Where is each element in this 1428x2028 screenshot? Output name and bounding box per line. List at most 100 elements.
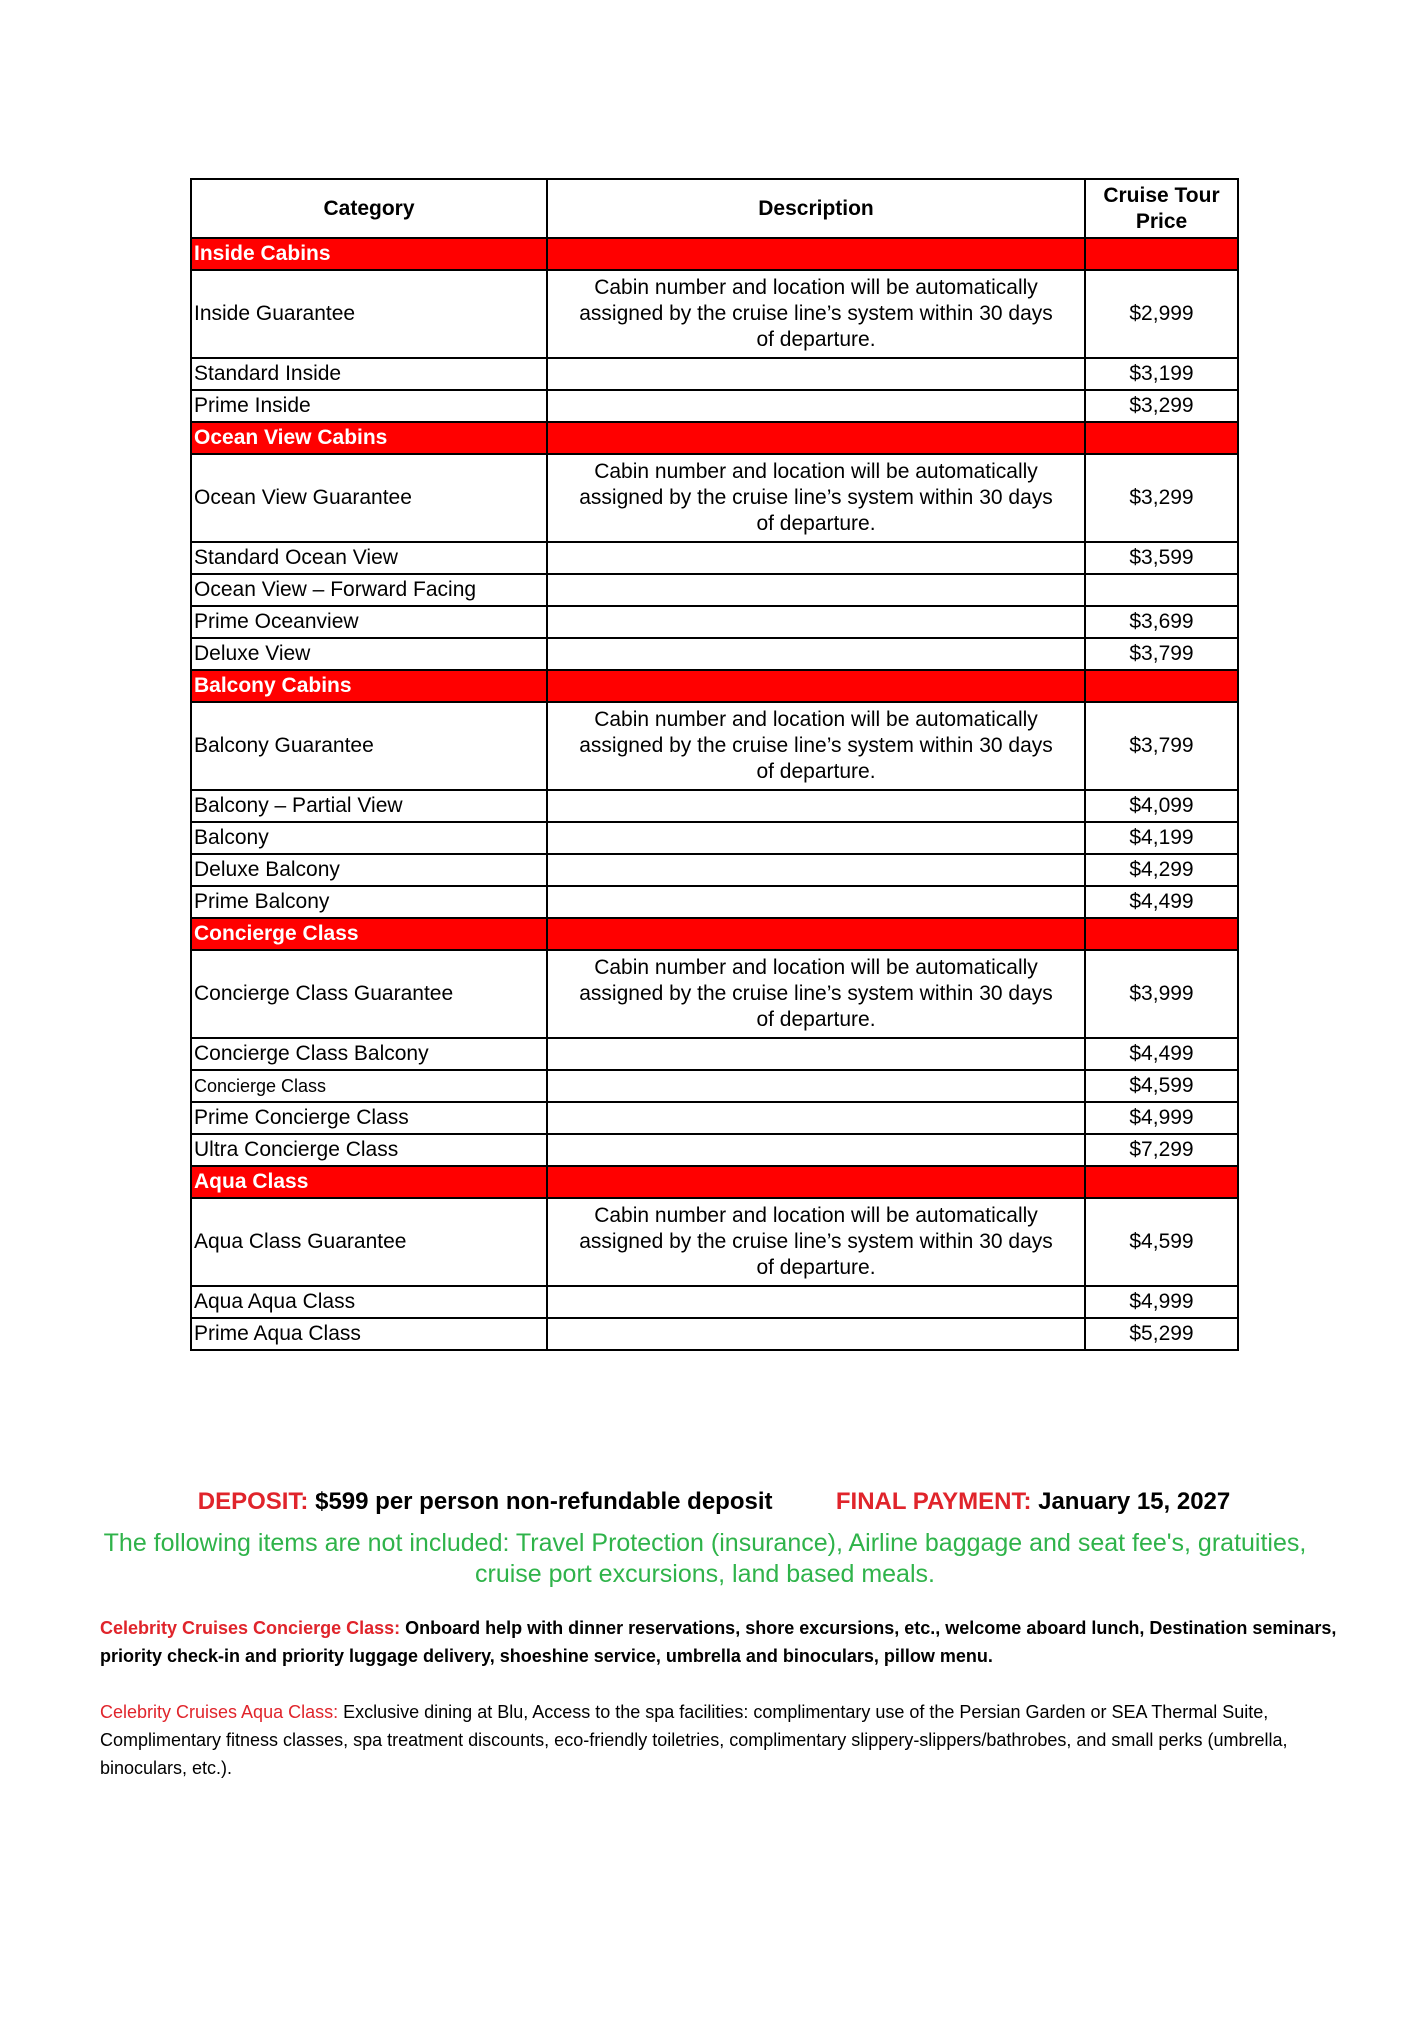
price-cell: $7,299 xyxy=(1084,1133,1239,1167)
table-row: Balcony Guarantee Cabin number and locati… xyxy=(190,701,1239,791)
price-cell: $4,599 xyxy=(1084,1197,1239,1287)
aqua-paragraph: Celebrity Cruises Aqua Class: Exclusive … xyxy=(100,1698,1340,1782)
category-cell: Balcony – Partial View xyxy=(190,789,548,823)
section-blank xyxy=(546,421,1086,455)
section-row: Ocean View Cabins xyxy=(190,421,1239,455)
concierge-text: Onboard help with dinner reservations, s… xyxy=(100,1618,1337,1666)
price-cell: $4,999 xyxy=(1084,1285,1239,1319)
price-cell: $3,799 xyxy=(1084,637,1239,671)
section-row: Aqua Class xyxy=(190,1165,1239,1199)
category-cell: Inside Guarantee xyxy=(190,269,548,359)
table-row: Prime Oceanview $3,699 xyxy=(190,605,1239,639)
header-price: Cruise Tour Price xyxy=(1084,178,1239,239)
final-payment-label: FINAL PAYMENT: xyxy=(835,1488,1032,1515)
category-cell: Prime Balcony xyxy=(190,885,548,919)
section-row: Inside Cabins xyxy=(190,237,1239,271)
table-row: Concierge Class Balcony $4,499 xyxy=(190,1037,1239,1071)
concierge-paragraph: Celebrity Cruises Concierge Class: Onboa… xyxy=(100,1614,1340,1670)
table-row: Ocean View Guarantee Cabin number and loc… xyxy=(190,453,1239,543)
table-header-row: Category Description Cruise Tour Price xyxy=(190,178,1239,239)
description-cell xyxy=(546,1285,1086,1319)
category-cell: Deluxe Balcony xyxy=(190,853,548,887)
description-cell: Cabin number and location will be automa… xyxy=(546,453,1086,543)
category-cell: Balcony xyxy=(190,821,548,855)
price-cell: $4,999 xyxy=(1084,1101,1239,1135)
category-cell: Aqua Aqua Class xyxy=(190,1285,548,1319)
price-cell: $3,299 xyxy=(1084,389,1239,423)
section-title: Ocean View Cabins xyxy=(190,421,548,455)
description-cell xyxy=(546,1069,1086,1103)
price-cell: $5,299 xyxy=(1084,1317,1239,1351)
header-description: Description xyxy=(546,178,1086,239)
table-row: Prime Balcony $4,499 xyxy=(190,885,1239,919)
description-cell xyxy=(546,853,1086,887)
price-cell: $4,599 xyxy=(1084,1069,1239,1103)
category-cell: Concierge Class Guarantee xyxy=(190,949,548,1039)
table-row: Prime Inside $3,299 xyxy=(190,389,1239,423)
description-cell xyxy=(546,885,1086,919)
category-cell: Prime Aqua Class xyxy=(190,1317,548,1351)
category-cell: Aqua Class Guarantee xyxy=(190,1197,548,1287)
price-cell xyxy=(1084,573,1239,607)
price-cell: $4,299 xyxy=(1084,853,1239,887)
category-cell: Ultra Concierge Class xyxy=(190,1133,548,1167)
description-cell xyxy=(546,573,1086,607)
category-cell: Ocean View Guarantee xyxy=(190,453,548,543)
description-cell: Cabin number and location will be automa… xyxy=(546,269,1086,359)
price-cell: $3,699 xyxy=(1084,605,1239,639)
description-cell: Cabin number and location will be automa… xyxy=(546,1197,1086,1287)
description-cell xyxy=(546,1133,1086,1167)
price-cell: $2,999 xyxy=(1084,269,1239,359)
table-row: Balcony $4,199 xyxy=(190,821,1239,855)
section-blank xyxy=(1084,917,1239,951)
category-cell: Balcony Guarantee xyxy=(190,701,548,791)
price-cell: $3,199 xyxy=(1084,357,1239,391)
description-cell xyxy=(546,1317,1086,1351)
payment-line: DEPOSIT: $599 per person non-refundable … xyxy=(0,1488,1428,1516)
description-cell xyxy=(546,357,1086,391)
deposit-text: $599 per person non-refundable deposit xyxy=(315,1488,773,1515)
price-cell: $3,599 xyxy=(1084,541,1239,575)
table-row: Prime Concierge Class $4,999 xyxy=(190,1101,1239,1135)
table-row: Aqua Class Guarantee Cabin number and loc… xyxy=(190,1197,1239,1287)
section-blank xyxy=(546,917,1086,951)
section-blank xyxy=(546,1165,1086,1199)
price-cell: $4,199 xyxy=(1084,821,1239,855)
category-cell: Standard Ocean View xyxy=(190,541,548,575)
section-blank xyxy=(1084,421,1239,455)
price-cell: $3,799 xyxy=(1084,701,1239,791)
table-row: Deluxe View $3,799 xyxy=(190,637,1239,671)
table-row: Standard Inside $3,199 xyxy=(190,357,1239,391)
price-cell: $4,499 xyxy=(1084,885,1239,919)
table-row: Inside Guarantee Cabin number and locatio… xyxy=(190,269,1239,359)
table-row: Ocean View – Forward Facing xyxy=(190,573,1239,607)
category-cell: Ocean View – Forward Facing xyxy=(190,573,548,607)
category-cell: Concierge Class Balcony xyxy=(190,1037,548,1071)
category-cell: Standard Inside xyxy=(190,357,548,391)
aqua-text: Exclusive dining at Blu, Access to the s… xyxy=(100,1702,1288,1778)
category-cell: Prime Oceanview xyxy=(190,605,548,639)
section-title: Concierge Class xyxy=(190,917,548,951)
aqua-label: Celebrity Cruises Aqua Class: xyxy=(100,1702,339,1722)
table-row: Balcony – Partial View $4,099 xyxy=(190,789,1239,823)
header-category: Category xyxy=(190,178,548,239)
description-cell: Cabin number and location will be automa… xyxy=(546,701,1086,791)
table-row: Concierge Class $4,599 xyxy=(190,1069,1239,1103)
section-blank xyxy=(1084,237,1239,271)
final-payment-text: January 15, 2027 xyxy=(1038,1488,1231,1515)
table-row: Deluxe Balcony $4,299 xyxy=(190,853,1239,887)
description-cell xyxy=(546,389,1086,423)
not-included-note: The following items are not included: Tr… xyxy=(103,1529,1307,1588)
section-blank xyxy=(546,669,1086,703)
section-row: Balcony Cabins xyxy=(190,669,1239,703)
price-cell: $4,099 xyxy=(1084,789,1239,823)
category-cell: Deluxe View xyxy=(190,637,548,671)
section-blank xyxy=(1084,669,1239,703)
description-cell xyxy=(546,1037,1086,1071)
section-title: Inside Cabins xyxy=(190,237,548,271)
section-blank xyxy=(546,237,1086,271)
description-cell xyxy=(546,1101,1086,1135)
category-cell: Prime Inside xyxy=(190,389,548,423)
price-cell: $4,499 xyxy=(1084,1037,1239,1071)
description-cell xyxy=(546,637,1086,671)
